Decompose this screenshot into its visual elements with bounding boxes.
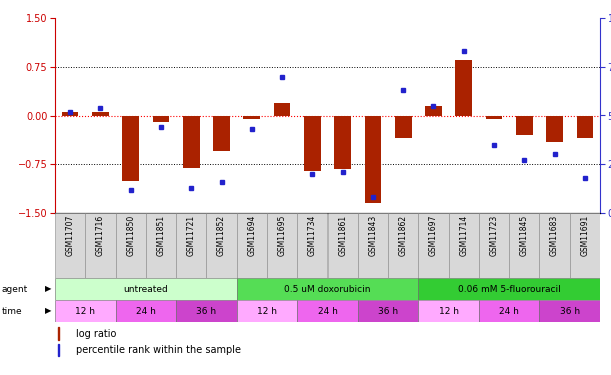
Text: 0.5 uM doxorubicin: 0.5 uM doxorubicin bbox=[284, 285, 371, 294]
Text: GSM11691: GSM11691 bbox=[580, 215, 590, 256]
Text: 24 h: 24 h bbox=[318, 306, 337, 315]
Bar bbox=[455, 60, 472, 116]
Text: log ratio: log ratio bbox=[76, 328, 117, 339]
Bar bbox=[236, 213, 267, 278]
Bar bbox=[55, 213, 86, 278]
Bar bbox=[334, 116, 351, 169]
Bar bbox=[58, 344, 59, 356]
Bar bbox=[395, 116, 412, 138]
Bar bbox=[388, 213, 419, 278]
Bar bbox=[213, 116, 230, 151]
Bar bbox=[146, 213, 176, 278]
Bar bbox=[358, 213, 388, 278]
Text: ▶: ▶ bbox=[45, 285, 52, 294]
Text: 12 h: 12 h bbox=[257, 306, 277, 315]
Text: 12 h: 12 h bbox=[75, 306, 95, 315]
Bar bbox=[479, 213, 509, 278]
Bar bbox=[516, 116, 533, 135]
Text: GSM11861: GSM11861 bbox=[338, 215, 347, 256]
Bar bbox=[274, 102, 290, 116]
Text: GSM11695: GSM11695 bbox=[277, 215, 287, 256]
Text: GSM11721: GSM11721 bbox=[187, 215, 196, 256]
Bar bbox=[115, 213, 146, 278]
Text: GSM11843: GSM11843 bbox=[368, 215, 378, 256]
Bar bbox=[236, 300, 297, 322]
Text: 36 h: 36 h bbox=[196, 306, 216, 315]
Bar bbox=[122, 116, 139, 180]
Bar bbox=[55, 300, 115, 322]
Bar bbox=[267, 213, 297, 278]
Bar bbox=[62, 112, 78, 116]
Bar bbox=[540, 300, 600, 322]
Bar bbox=[327, 213, 358, 278]
Bar bbox=[236, 278, 419, 300]
Bar bbox=[365, 116, 381, 203]
Bar bbox=[546, 116, 563, 141]
Text: GSM11850: GSM11850 bbox=[126, 215, 135, 256]
Bar bbox=[176, 300, 236, 322]
Text: GSM11845: GSM11845 bbox=[520, 215, 529, 256]
Bar bbox=[55, 278, 236, 300]
Bar bbox=[448, 213, 479, 278]
Bar bbox=[419, 213, 448, 278]
Text: 24 h: 24 h bbox=[136, 306, 156, 315]
Bar bbox=[115, 300, 176, 322]
Text: GSM11862: GSM11862 bbox=[399, 215, 408, 256]
Bar bbox=[297, 213, 327, 278]
Text: 36 h: 36 h bbox=[378, 306, 398, 315]
Text: GSM11723: GSM11723 bbox=[489, 215, 499, 256]
Text: time: time bbox=[2, 306, 23, 315]
Bar bbox=[358, 300, 419, 322]
Bar bbox=[243, 116, 260, 119]
Text: GSM11683: GSM11683 bbox=[550, 215, 559, 256]
Text: GSM11694: GSM11694 bbox=[247, 215, 256, 256]
Text: GSM11734: GSM11734 bbox=[308, 215, 317, 256]
Bar bbox=[183, 116, 200, 168]
Bar bbox=[569, 213, 600, 278]
Bar bbox=[419, 300, 479, 322]
Text: 36 h: 36 h bbox=[560, 306, 580, 315]
Text: GSM11697: GSM11697 bbox=[429, 215, 438, 256]
Bar bbox=[58, 327, 59, 340]
Bar bbox=[509, 213, 540, 278]
Text: percentile rank within the sample: percentile rank within the sample bbox=[76, 345, 241, 355]
Bar bbox=[86, 213, 115, 278]
Text: ▶: ▶ bbox=[45, 306, 52, 315]
Text: GSM11714: GSM11714 bbox=[459, 215, 468, 256]
Text: GSM11852: GSM11852 bbox=[217, 215, 226, 256]
Text: 0.06 mM 5-fluorouracil: 0.06 mM 5-fluorouracil bbox=[458, 285, 560, 294]
Text: untreated: untreated bbox=[123, 285, 168, 294]
Bar bbox=[297, 300, 358, 322]
Bar bbox=[540, 213, 569, 278]
Bar bbox=[425, 106, 442, 116]
Bar bbox=[479, 300, 540, 322]
Text: GSM11707: GSM11707 bbox=[65, 215, 75, 256]
Bar bbox=[304, 116, 321, 171]
Text: GSM11716: GSM11716 bbox=[96, 215, 105, 256]
Text: agent: agent bbox=[2, 285, 28, 294]
Text: GSM11851: GSM11851 bbox=[156, 215, 166, 256]
Bar bbox=[176, 213, 207, 278]
Text: 24 h: 24 h bbox=[499, 306, 519, 315]
Bar bbox=[419, 278, 600, 300]
Bar bbox=[153, 116, 169, 122]
Bar bbox=[486, 116, 502, 119]
Bar bbox=[92, 112, 109, 116]
Bar bbox=[207, 213, 236, 278]
Text: 12 h: 12 h bbox=[439, 306, 459, 315]
Bar bbox=[577, 116, 593, 138]
